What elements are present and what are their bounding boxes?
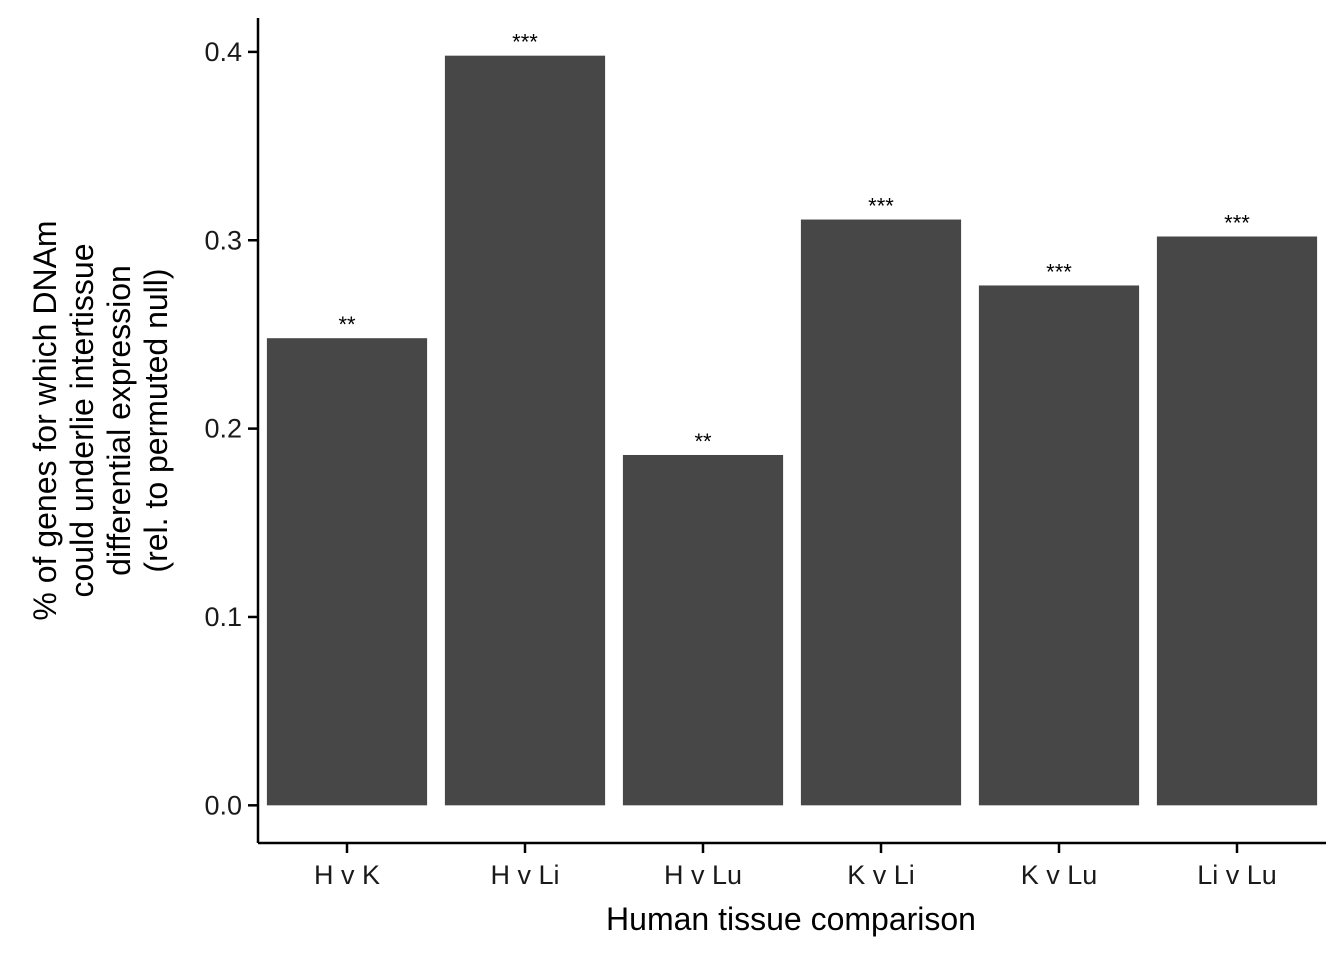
y-tick-label-2: 0.2 bbox=[204, 414, 242, 444]
y-tick-label-0: 0.0 bbox=[204, 790, 242, 820]
bar-significance-label-5: *** bbox=[1224, 210, 1250, 235]
bar-significance-label-2: ** bbox=[694, 429, 712, 454]
bar-3 bbox=[800, 219, 962, 806]
x-tick-label-4: K v Lu bbox=[1021, 860, 1098, 890]
y-axis-title-line-0: % of genes for which DNAm bbox=[27, 220, 63, 620]
bar-significance-label-1: *** bbox=[512, 30, 538, 55]
x-tick-label-3: K v Li bbox=[847, 860, 915, 890]
y-ticks-group: 0.0 0.1 0.2 0.3 0.4 bbox=[204, 37, 258, 820]
y-tick-label-4: 0.4 bbox=[204, 37, 242, 67]
y-axis-title-line-1: could underlie intertissue bbox=[64, 244, 100, 598]
x-ticks-group: H v K H v Li H v Lu K v Li K v Lu Li v Lu bbox=[314, 843, 1277, 890]
bars-group bbox=[266, 55, 1318, 806]
y-axis-title-line-2: differential expression bbox=[101, 265, 137, 576]
x-tick-label-0: H v K bbox=[314, 860, 380, 890]
y-tick-label-3: 0.3 bbox=[204, 225, 242, 255]
bar-significance-label-0: ** bbox=[338, 312, 356, 337]
bar-2 bbox=[622, 454, 784, 806]
bar-significance-label-4: *** bbox=[1046, 259, 1072, 284]
y-tick-label-1: 0.1 bbox=[204, 602, 242, 632]
y-axis-title: % of genes for which DNAmcould underlie … bbox=[27, 220, 174, 620]
y-axis-title-line-3: (rel. to permuted null) bbox=[138, 268, 174, 572]
x-tick-label-1: H v Li bbox=[490, 860, 559, 890]
bar-0 bbox=[266, 338, 428, 806]
axes-group bbox=[256, 18, 1326, 845]
bar-5 bbox=[1156, 236, 1318, 806]
bar-significance-label-3: *** bbox=[868, 194, 894, 219]
bar-4 bbox=[978, 285, 1140, 806]
x-tick-label-5: Li v Lu bbox=[1197, 860, 1277, 890]
bar-labels-group: **************** bbox=[338, 30, 1250, 454]
x-axis-title: Human tissue comparison bbox=[606, 901, 976, 937]
bar-1 bbox=[444, 55, 606, 806]
x-tick-label-2: H v Lu bbox=[664, 860, 742, 890]
